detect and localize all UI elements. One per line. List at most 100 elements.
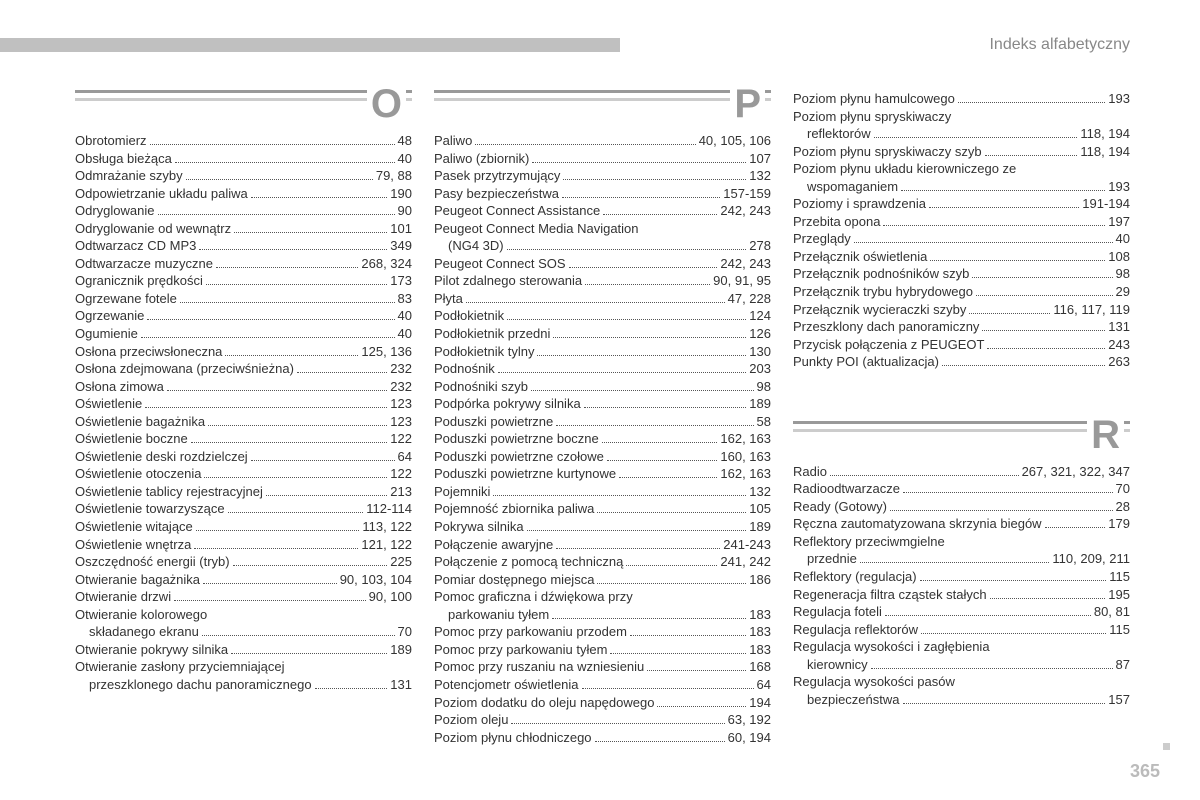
leader-dots [475, 144, 695, 145]
index-entry: Pilot zdalnego sterowania90, 91, 95 [434, 272, 771, 290]
entry-label: Reflektory przeciwmgielne [793, 533, 945, 551]
entry-page: 40 [398, 307, 412, 325]
leader-dots [602, 442, 718, 443]
entry-page: 48 [398, 132, 412, 150]
entry-page: 168 [749, 658, 771, 676]
entry-page: 105 [749, 500, 771, 518]
entry-label: Poziom płynu spryskiwaczy szyb [793, 143, 982, 161]
index-entry: Peugeot Connect Assistance242, 243 [434, 202, 771, 220]
entry-page: 242, 243 [720, 255, 771, 273]
entry-page: 125, 136 [361, 343, 412, 361]
entry-label: Podnośniki szyb [434, 378, 528, 396]
index-entry: Poziom płynu spryskiwaczy [793, 108, 1130, 126]
entry-label: Oświetlenie wnętrza [75, 536, 191, 554]
index-entry: (NG4 3D)278 [434, 237, 771, 255]
leader-dots [208, 425, 387, 426]
leader-dots [150, 144, 395, 145]
entry-label: Poduszki powietrzne kurtynowe [434, 465, 616, 483]
index-entry: Reflektory przeciwmgielne [793, 533, 1130, 551]
entry-label: Paliwo (zbiornik) [434, 150, 529, 168]
leader-dots [603, 214, 717, 215]
entry-label: Oświetlenie [75, 395, 142, 413]
entry-label: Poduszki powietrzne czołowe [434, 448, 604, 466]
leader-dots [1045, 527, 1106, 528]
entry-page: 349 [390, 237, 412, 255]
index-entry: Poduszki powietrzne kurtynowe 162, 163 [434, 465, 771, 483]
entry-page: 121, 122 [361, 536, 412, 554]
entry-page: 101 [390, 220, 412, 238]
entry-label: Paliwo [434, 132, 472, 150]
entry-label: Poziomy i sprawdzenia [793, 195, 926, 213]
entry-page: 195 [1108, 586, 1130, 604]
entry-page: 278 [749, 237, 771, 255]
entry-page: 122 [390, 430, 412, 448]
leader-dots [597, 512, 746, 513]
column-3: Poziom płynu hamulcowego193Poziom płynu … [793, 90, 1130, 746]
entry-page: 189 [749, 518, 771, 536]
entry-label: Podpórka pokrywy silnika [434, 395, 581, 413]
entry-page: 113, 122 [362, 518, 412, 536]
leader-dots [531, 390, 754, 391]
leader-dots [595, 741, 725, 742]
entry-label: Obrotomierz [75, 132, 147, 150]
entry-label: Radioodtwarzacze [793, 480, 900, 498]
index-entry: przednie110, 209, 211 [793, 550, 1130, 568]
column-2: PPaliwo40, 105, 106Paliwo (zbiornik)107P… [434, 90, 771, 746]
index-entry: Osłona przeciwsłoneczna125, 136 [75, 343, 412, 361]
entry-page: 132 [749, 483, 771, 501]
entry-label: Przełącznik trybu hybrydowego [793, 283, 973, 301]
entry-label: Poziom płynu chłodniczego [434, 729, 592, 747]
index-entry: Osłona zimowa232 [75, 378, 412, 396]
index-entry: Przeglądy40 [793, 230, 1130, 248]
entry-page: 116, 117, 119 [1053, 301, 1130, 319]
entry-label: Odmrażanie szyby [75, 167, 183, 185]
index-entry: Radioodtwarzacze70 [793, 480, 1130, 498]
index-entry: Poziom oleju63, 192 [434, 711, 771, 729]
index-entry: Ogranicznik prędkości173 [75, 272, 412, 290]
leader-dots [167, 390, 387, 391]
entry-label: Pomiar dostępnego miejsca [434, 571, 594, 589]
leader-dots [158, 214, 395, 215]
entry-label: Podłokietnik [434, 307, 504, 325]
index-entry: Pasek przytrzymujący132 [434, 167, 771, 185]
entry-page: 203 [749, 360, 771, 378]
header-bar [0, 38, 620, 52]
index-entry: Poziom płynu chłodniczego60, 194 [434, 729, 771, 747]
leader-dots [985, 155, 1078, 156]
index-entry: przeszklonego dachu panoramicznego131 [75, 676, 412, 694]
entry-label: Reflektory (regulacja) [793, 568, 917, 586]
index-entry: Peugeot Connect Media Navigation [434, 220, 771, 238]
index-entry: Radio267, 321, 322, 347 [793, 463, 1130, 481]
page-header: Indeks alfabetyczny [989, 36, 1130, 54]
leader-dots [556, 425, 753, 426]
entry-label: reflektorów [793, 125, 871, 143]
entry-page: 162, 163 [720, 465, 771, 483]
entry-page: 241-243 [723, 536, 771, 554]
index-entry: Ogumienie40 [75, 325, 412, 343]
leader-dots [990, 598, 1106, 599]
leader-dots [186, 179, 373, 180]
leader-dots [493, 495, 746, 496]
entry-label: Oświetlenie boczne [75, 430, 188, 448]
entry-page: 241, 242 [720, 553, 771, 571]
index-entry: Podpórka pokrywy silnika 189 [434, 395, 771, 413]
entry-page: 189 [390, 641, 412, 659]
section-letter: P [730, 82, 765, 127]
entry-page: 79, 88 [376, 167, 412, 185]
index-entry: Przycisk połączenia z PEUGEOT243 [793, 336, 1130, 354]
entry-label: Otwieranie drzwi [75, 588, 171, 606]
index-entry: Pomoc przy parkowaniu przodem183 [434, 623, 771, 641]
entry-page: 112-114 [366, 500, 412, 518]
entry-label: Otwieranie zasłony przyciemniającej [75, 658, 285, 676]
entry-page: 189 [749, 395, 771, 413]
entry-page: 126 [749, 325, 771, 343]
entry-page: 183 [749, 606, 771, 624]
index-columns: OObrotomierz48Obsługa bieżąca40Odmrażani… [75, 90, 1130, 746]
leader-dots [562, 197, 720, 198]
entry-label: Otwieranie pokrywy silnika [75, 641, 228, 659]
entry-label: Peugeot Connect SOS [434, 255, 566, 273]
index-entry: Punkty POI (aktualizacja)263 [793, 353, 1130, 371]
leader-dots [194, 548, 358, 549]
section-letter: R [1087, 413, 1124, 458]
entry-label: Pojemniki [434, 483, 490, 501]
